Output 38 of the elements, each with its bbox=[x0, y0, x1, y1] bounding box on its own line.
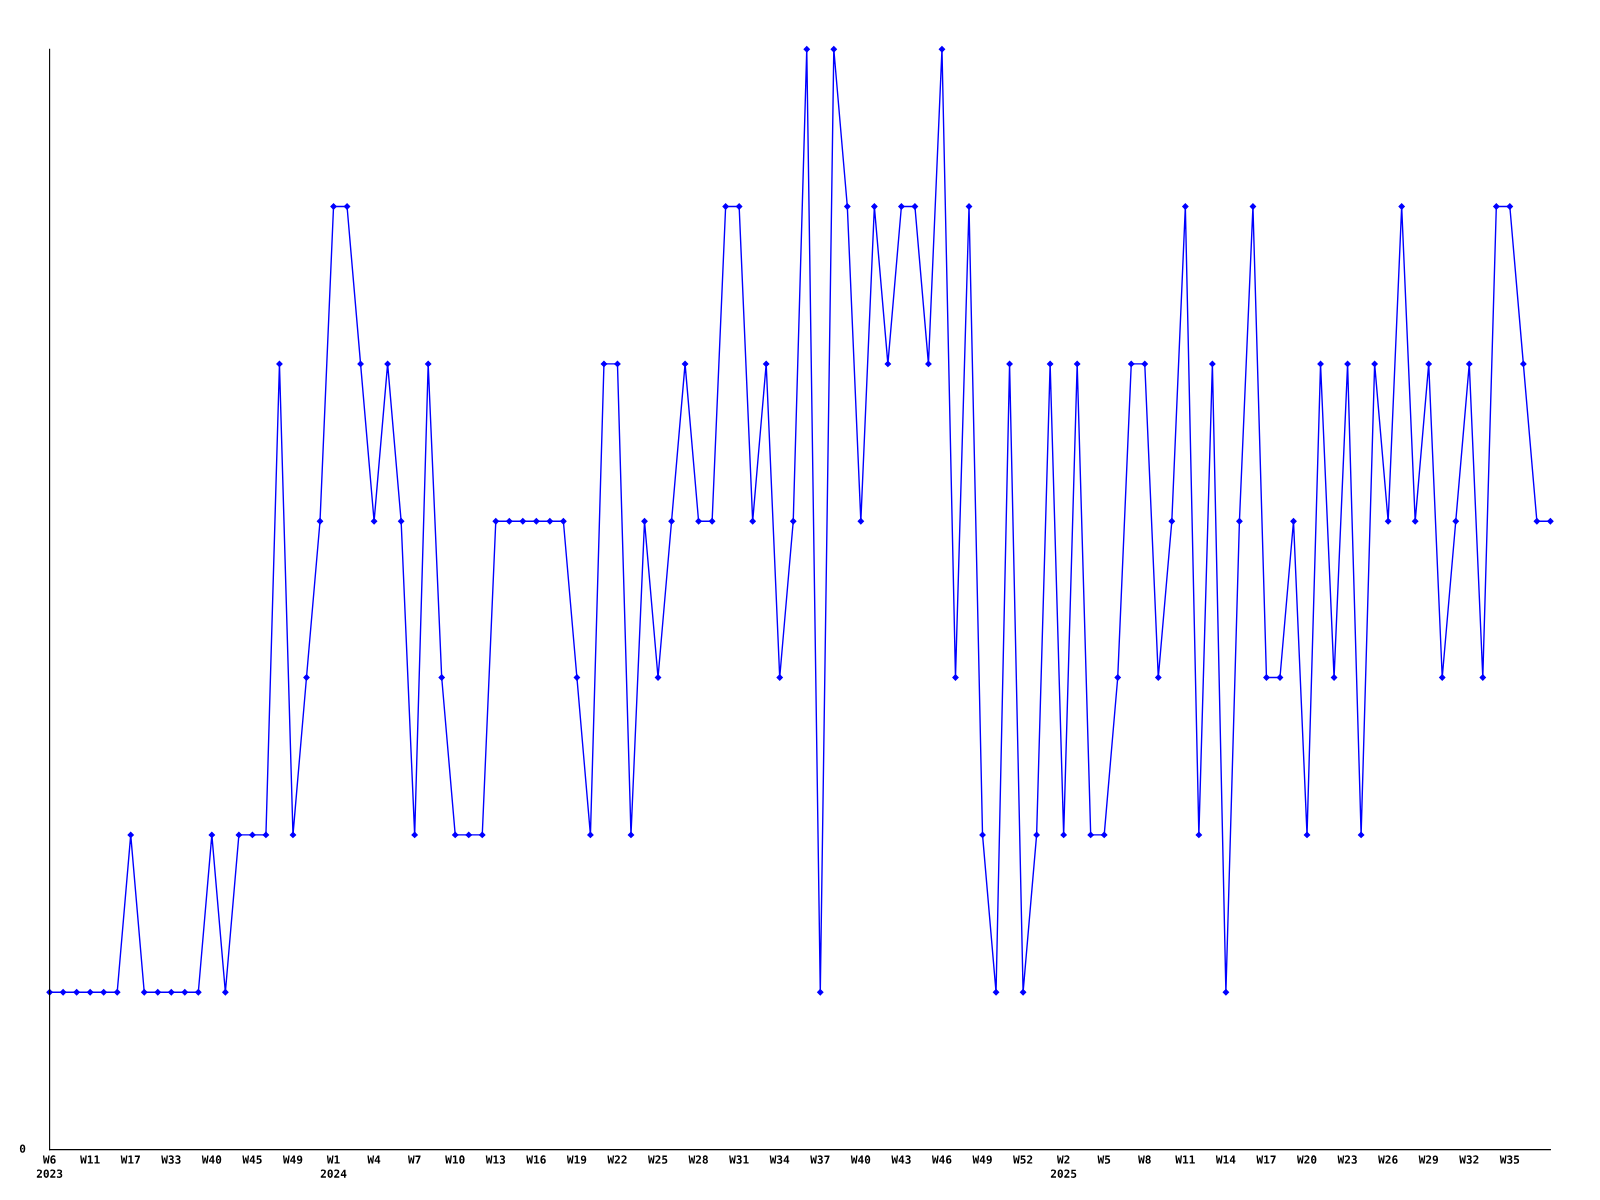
x-tick-label: W43 bbox=[891, 1155, 911, 1164]
x-tick-label: W25 bbox=[648, 1155, 668, 1164]
x-tick-label: W4 bbox=[367, 1155, 381, 1164]
x-tick-label: W6 2023 bbox=[36, 1155, 63, 1178]
x-tick-label: W10 bbox=[445, 1155, 465, 1164]
x-tick-label: W31 bbox=[729, 1155, 749, 1164]
x-tick-label: W34 bbox=[769, 1155, 790, 1164]
x-tick-label: W1 2024 bbox=[320, 1155, 347, 1178]
x-tick-label: W33 bbox=[161, 1155, 181, 1164]
x-tick-label: W29 bbox=[1418, 1155, 1439, 1164]
x-tick-label: W35 bbox=[1499, 1155, 1520, 1164]
x-tick-label: W2 2025 bbox=[1050, 1155, 1077, 1178]
x-tick-label: W11 bbox=[1175, 1155, 1195, 1164]
x-tick-label: W17 bbox=[120, 1155, 140, 1164]
x-tick-label: W46 bbox=[931, 1155, 952, 1164]
x-tick-label: W20 bbox=[1296, 1155, 1317, 1164]
text: 0 bbox=[19, 1144, 26, 1153]
x-tick-label: W13 bbox=[485, 1155, 506, 1164]
x-tick-label: W40 bbox=[850, 1155, 871, 1164]
x-tick-label: W16 bbox=[526, 1155, 546, 1164]
x-tick-label: W49 bbox=[972, 1155, 992, 1164]
x-tick-label: W26 bbox=[1378, 1155, 1398, 1164]
x-tick-label: W14 bbox=[1215, 1155, 1236, 1164]
x-tick-label: W40 bbox=[201, 1155, 222, 1164]
x-tick-label: W11 bbox=[80, 1155, 100, 1164]
x-tick-label: W22 bbox=[607, 1155, 627, 1164]
x-tick-label: W52 bbox=[1013, 1155, 1033, 1164]
x-tick-label: W28 bbox=[688, 1155, 708, 1164]
x-tick-label: W19 bbox=[566, 1155, 587, 1164]
x-tick-label: W32 bbox=[1459, 1155, 1479, 1164]
x-tick-label: W8 bbox=[1138, 1155, 1151, 1164]
x-tick-label: W23 bbox=[1337, 1155, 1357, 1164]
x-tick-label: W45 bbox=[242, 1155, 262, 1164]
x-tick-label: W49 bbox=[282, 1155, 303, 1164]
x-tick-label: W37 bbox=[810, 1155, 830, 1164]
x-tick-label: W17 bbox=[1256, 1155, 1276, 1164]
x-tick-label: W7 bbox=[407, 1155, 421, 1164]
x-tick-label: W5 bbox=[1097, 1155, 1111, 1164]
